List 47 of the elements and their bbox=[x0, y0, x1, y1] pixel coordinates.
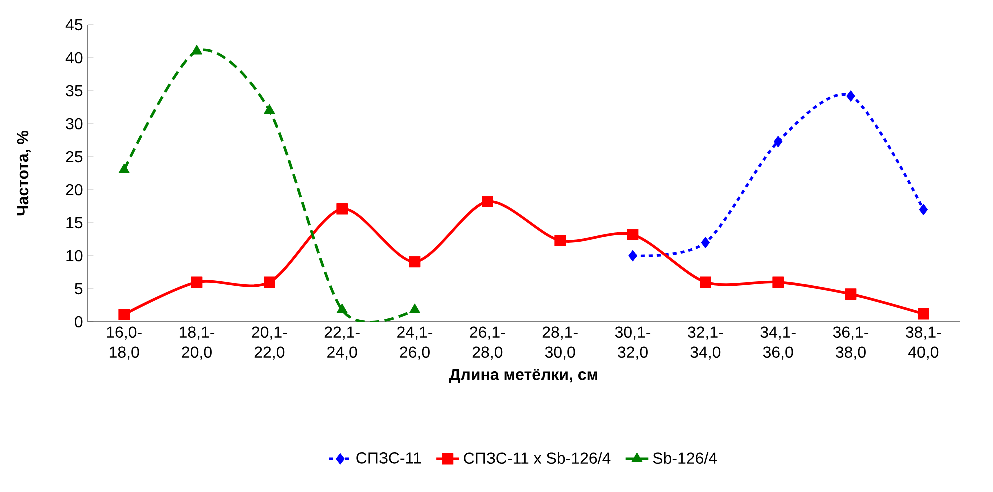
x-tick-label: 30,1-32,0 bbox=[615, 326, 651, 360]
x-tick-label: 18,1-20,0 bbox=[180, 326, 215, 360]
point bbox=[264, 276, 276, 288]
point bbox=[772, 276, 784, 288]
legend-label: Sb-126/4 bbox=[653, 452, 718, 464]
y-tick-label: 0 bbox=[75, 316, 83, 328]
point bbox=[409, 256, 421, 268]
x-tick-label: 28,1-30,0 bbox=[542, 326, 578, 360]
x-tick-label: 26,1-28,0 bbox=[470, 326, 506, 360]
y-tick-label: 45 bbox=[66, 19, 83, 31]
point bbox=[264, 104, 276, 114]
y-tick-label: 35 bbox=[66, 85, 83, 97]
x-tick-label: 24,1-26,0 bbox=[398, 326, 433, 360]
point bbox=[846, 90, 856, 102]
point bbox=[191, 45, 203, 55]
point bbox=[118, 309, 130, 320]
x-tick-label: 36,1-38,0 bbox=[833, 326, 869, 360]
point bbox=[118, 164, 130, 174]
point bbox=[919, 204, 928, 216]
x-tick-label: 16,0-18,0 bbox=[107, 326, 142, 360]
y-tick-label: 15 bbox=[66, 217, 83, 229]
y-tick-label: 25 bbox=[66, 151, 83, 163]
x-tick-label: 22,1-24,0 bbox=[324, 326, 360, 360]
x-tick-label: 32,1-34,0 bbox=[688, 326, 724, 360]
legend-label: СПЗС-11 x Sb-126/4 bbox=[464, 452, 611, 464]
point bbox=[774, 136, 783, 148]
point bbox=[628, 250, 638, 262]
point bbox=[918, 308, 930, 320]
y-tick-label: 10 bbox=[66, 250, 83, 262]
x-tick-label: 34,1-36,0 bbox=[760, 326, 796, 360]
point bbox=[482, 196, 494, 208]
y-tick-label: 5 bbox=[75, 283, 83, 295]
point bbox=[554, 235, 566, 246]
point bbox=[191, 276, 203, 288]
point bbox=[336, 203, 348, 215]
y-tick-label: 20 bbox=[66, 184, 83, 196]
point bbox=[627, 229, 639, 241]
y-tick-label: 30 bbox=[66, 118, 83, 130]
x-tick-label: 20,1-22,0 bbox=[252, 326, 288, 360]
legend-label: СПЗС-11 bbox=[356, 452, 422, 464]
x-tick-label: 38,1-40,0 bbox=[906, 326, 942, 360]
point bbox=[700, 276, 712, 288]
y-tick-label: 40 bbox=[66, 52, 83, 64]
point bbox=[701, 237, 710, 248]
y-axis-title: Частота, % bbox=[17, 130, 31, 216]
point bbox=[845, 288, 857, 300]
x-axis-title: Длина метёлки, см bbox=[450, 369, 598, 384]
